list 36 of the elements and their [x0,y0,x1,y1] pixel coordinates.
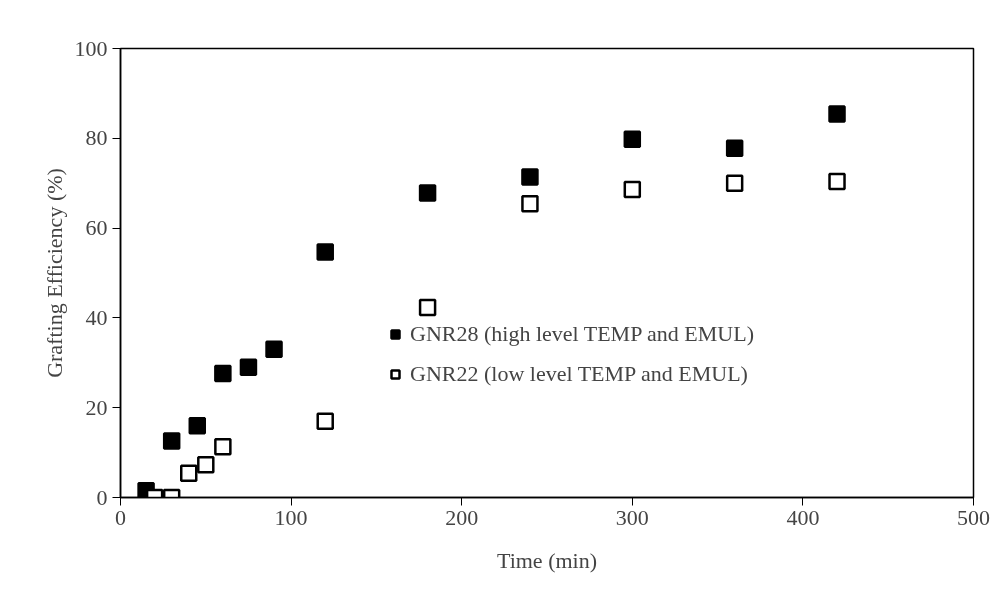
y-tick-label: 20 [85,394,108,420]
point [239,358,258,377]
point [265,340,283,359]
x-tick-label: 0 [115,504,126,530]
y-axis-title: Grafting Efficiency (%) [41,168,67,378]
point [521,168,539,186]
y-tick-label: 0 [96,484,108,510]
point [623,130,642,148]
x-tick-label: 400 [786,504,820,530]
point [214,364,232,383]
point [179,464,198,482]
legend-label: GNR28 (high level TEMP and EMUL) [410,321,755,347]
y-tick-label: 40 [85,304,108,330]
point [725,174,744,192]
y-tick-label: 60 [85,215,108,241]
y-tick-label: 80 [85,125,108,151]
x-tick-label: 100 [274,504,308,530]
point [316,412,334,430]
point [418,298,437,317]
point [725,139,744,157]
x-axis-title: Time (min) [496,547,598,573]
point [214,438,232,456]
point [623,180,642,199]
x-tick-label: 500 [957,504,990,530]
x-tick-label: 300 [615,504,649,530]
y-tick-label: 100 [74,35,108,61]
point [197,455,215,474]
legend-label: GNR22 (low level TEMP and EMUL) [410,361,748,387]
point [188,416,207,435]
point [828,105,846,123]
point [828,172,846,191]
point [521,195,539,213]
point [418,184,437,202]
point [162,432,181,450]
point [316,243,334,261]
x-tick-label: 200 [445,504,479,530]
